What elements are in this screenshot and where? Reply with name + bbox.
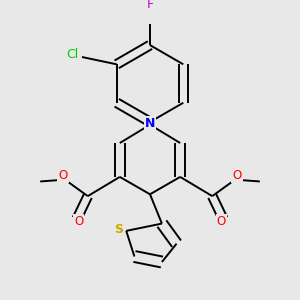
Text: O: O <box>74 215 83 228</box>
Text: N: N <box>145 117 155 130</box>
Text: O: O <box>58 169 68 182</box>
Text: O: O <box>232 169 242 182</box>
Text: S: S <box>114 223 123 236</box>
Text: F: F <box>146 0 154 11</box>
Text: Cl: Cl <box>67 48 79 61</box>
Text: O: O <box>217 215 226 228</box>
